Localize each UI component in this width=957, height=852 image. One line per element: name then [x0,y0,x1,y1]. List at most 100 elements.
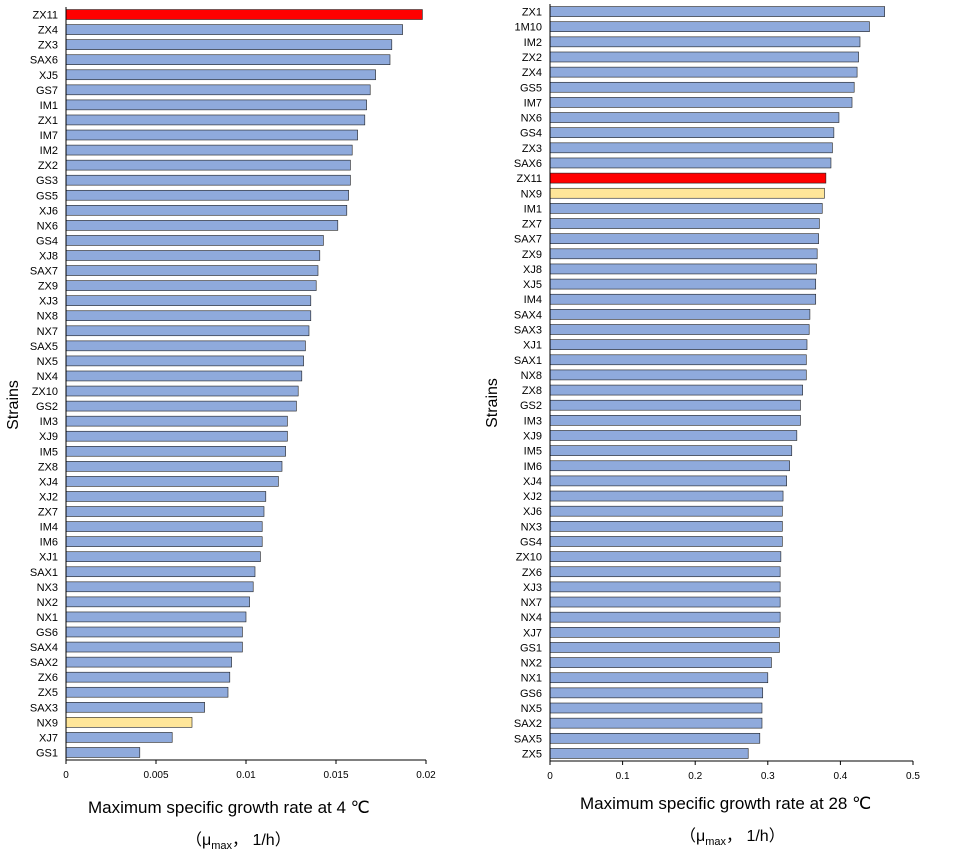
category-label-sax6: SAX6 [514,158,542,170]
category-label-zx10: ZX10 [516,552,542,564]
bar-zx7 [549,218,820,229]
bar-gs1 [549,642,780,653]
category-label-zx2: ZX2 [522,52,542,64]
category-label-im6: IM6 [40,537,58,549]
category-label-nx2: NX2 [37,597,58,609]
category-label-im2: IM2 [40,145,58,157]
category-label-gs4: GS4 [36,235,58,247]
bar-sax4 [549,309,811,320]
x-axis-label-4c: Maximum specific growth rate at 4 ℃ [88,798,370,817]
chart-28c: ZX1 1M10 IM2 ZX2 ZX4 GS5 IM7 NX6 GS4 ZX3 SAX6 ZX11 N… [514,4,920,782]
category-label-nx5: NX5 [521,703,542,715]
bar-im5 [549,445,793,456]
category-label-gs2: GS2 [520,400,542,412]
category-label-nx3: NX3 [37,582,58,594]
bar-xj6 [549,505,783,517]
bar-gs1 [65,747,141,758]
bar-im4 [549,293,817,305]
bar-xj2 [549,490,784,502]
category-label-zx11: ZX11 [33,10,58,22]
bar-im1 [65,99,367,111]
category-label-gs2: GS2 [36,401,58,413]
bar-xj3 [65,295,312,306]
x-tick-label: 0.02 [416,770,436,781]
category-label-im1: IM1 [524,203,542,215]
bar-im3 [65,415,288,427]
bar-sax3 [549,324,810,335]
category-label-zx1: ZX1 [522,7,542,19]
unit-prefix-4c: （μ [186,832,212,849]
category-label-gs6: GS6 [36,627,58,639]
bar-xj9 [549,430,798,441]
category-label-gs6: GS6 [520,688,542,700]
bar-xj7 [549,627,780,638]
category-label-xj7: XJ7 [39,732,58,744]
category-label-xj2: XJ2 [523,491,542,503]
bar-zx10 [65,385,299,397]
category-label-sax2: SAX2 [514,718,542,730]
bar-nx8 [65,310,312,322]
bar-zx5 [549,748,749,759]
bar-nx9 [65,717,193,728]
category-label-nx9: NX9 [521,188,542,200]
bar-gs4 [65,235,324,246]
bar-im7 [65,129,358,141]
category-label-im2: IM2 [524,37,542,49]
bar-sax6 [549,157,832,169]
category-label-im1: IM1 [40,100,58,112]
category-label-zx5: ZX5 [38,687,58,699]
category-label-zx2: ZX2 [38,160,58,172]
category-label-nx8: NX8 [37,311,58,323]
category-label-zx6: ZX6 [522,567,542,579]
bar-xj5 [549,278,817,290]
category-label-zx4: ZX4 [522,67,542,79]
bar-nx6 [549,112,840,123]
category-label-gs1: GS1 [36,747,58,759]
category-label-nx7: NX7 [37,326,58,338]
bar-xj5 [65,69,376,81]
bar-gs4 [549,127,835,138]
category-label-xj1: XJ1 [523,340,542,352]
bar-xj6 [65,205,348,216]
category-label-xj9: XJ9 [39,431,58,443]
bar-zx10 [549,551,782,562]
bar-im4 [65,521,263,532]
bar-sax5 [65,340,306,352]
bar-nx3 [65,581,254,593]
bar-gs4 [549,536,783,547]
x-tick-label: 0.3 [761,771,775,782]
bar-gs5 [549,81,855,93]
bar-sax1 [549,354,807,366]
bar-zx1 [65,114,366,126]
bar-zx8 [549,384,803,396]
category-label-sax3: SAX3 [514,325,542,337]
category-label-zx6: ZX6 [38,672,58,684]
category-label-xj2: XJ2 [39,491,58,503]
unit-sub-4c: max [211,840,233,852]
bar-nx2 [549,657,772,668]
bar-zx9 [65,280,317,291]
bar-zx3 [65,39,393,50]
category-label-nx8: NX8 [521,370,542,382]
bar-im1 [549,203,823,214]
category-label-im4: IM4 [40,522,58,534]
category-label-sax4: SAX4 [30,642,58,654]
bar-nx7 [549,596,781,608]
category-label-xj6: XJ6 [523,506,542,518]
category-label-im4: IM4 [524,294,542,306]
category-label-nx6: NX6 [37,220,58,232]
bar-xj8 [549,263,817,275]
bar-im3 [549,415,801,426]
bar-xj1 [549,339,808,350]
bar-zx6 [549,566,781,578]
category-label-xj6: XJ6 [39,205,58,217]
bar-nx5 [65,355,304,367]
category-label-xj1: XJ1 [39,552,58,564]
category-label-zx9: ZX9 [38,281,58,293]
category-label-zx7: ZX7 [522,219,542,231]
bar-xj3 [549,581,781,593]
bar-nx6 [65,220,339,231]
bar-sax2 [65,656,232,668]
category-label-xj5: XJ5 [39,70,58,82]
category-label-im6: IM6 [524,461,542,473]
